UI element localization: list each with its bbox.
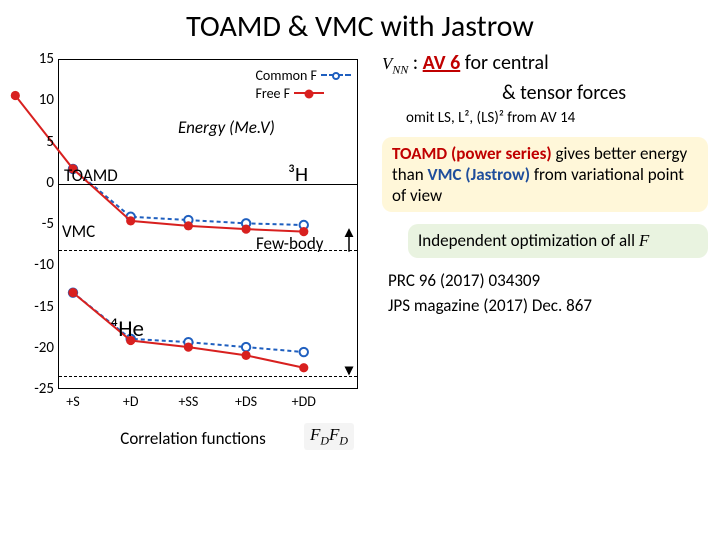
x-tick: +DS: [235, 393, 257, 410]
ref-jps: JPS magazine (2017) Dec. 867: [388, 295, 708, 316]
plot-area: Common F Free F +S+D+SS+DS+DD: [58, 59, 358, 389]
y-tick: 15: [20, 50, 54, 68]
annot-toamd: TOAMD: [64, 165, 118, 186]
omit-line: omit LS, L², (LS)² from AV 14: [406, 109, 708, 127]
page-title: TOAMD & VMC with Jastrow: [0, 0, 720, 45]
box2-F: F: [639, 231, 649, 250]
y-tick: 0: [20, 174, 54, 192]
annot-energy: Energy (Me.V): [178, 117, 275, 138]
right-panel: VNN : AV 6 for central & tensor forces o…: [378, 51, 708, 431]
y-tick: 10: [20, 91, 54, 109]
x-tick: +D: [123, 393, 139, 410]
box2-a: Independent optimization of all: [418, 230, 639, 251]
x-axis-label: Correlation functions: [8, 428, 378, 449]
y-tick: -5: [20, 215, 54, 233]
chart-svg: [59, 60, 357, 388]
y-tick: -15: [20, 298, 54, 316]
vnn-line: VNN : AV 6 for central: [382, 51, 708, 77]
left-panel: Common F Free F +S+D+SS+DS+DD: [8, 51, 378, 431]
y-tick: 5: [20, 133, 54, 151]
main-row: Common F Free F +S+D+SS+DS+DD: [0, 45, 720, 431]
xlabel-text: Correlation functions: [120, 428, 265, 449]
box-independent: Independent optimization of all F: [408, 224, 708, 257]
x-tick: +S: [66, 393, 79, 410]
y-tick: -10: [20, 256, 54, 274]
y-tick: -20: [20, 339, 54, 357]
vnn-line2: & tensor forces: [382, 81, 708, 105]
annot-he4: ⁴He: [110, 315, 144, 343]
box1-c: VMC (Jastrow): [428, 164, 530, 185]
ref-prc: PRC 96 (2017) 034309: [388, 270, 708, 291]
annot-h3: ³H: [288, 161, 308, 187]
x-tick: +SS: [178, 393, 198, 410]
annot-vmc: VMC: [62, 221, 95, 242]
box-toamd: TOAMD (power series) gives better energy…: [382, 137, 708, 213]
box1-a: TOAMD (power series): [392, 143, 552, 164]
vnn-tail: for central: [460, 51, 548, 75]
ref-line: [59, 376, 357, 377]
vnn-symbol: VNN: [382, 54, 408, 73]
av6: AV 6: [423, 51, 461, 75]
y-tick: -25: [20, 380, 54, 398]
annot-fewbody: Few-body: [256, 233, 323, 254]
x-tick: +DD: [292, 393, 316, 410]
